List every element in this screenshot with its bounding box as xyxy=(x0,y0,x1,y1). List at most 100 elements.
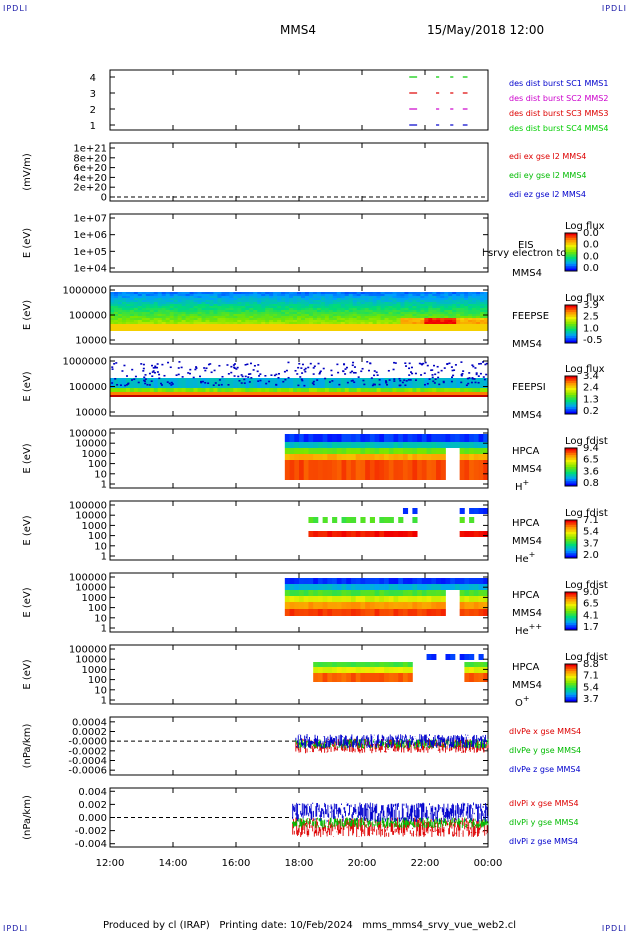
panel-6-spacecraft-label: MMS4 xyxy=(512,536,542,547)
feepse-cell xyxy=(225,318,230,321)
feepse-cell xyxy=(213,306,218,309)
feepse-cell xyxy=(133,322,139,325)
feepse-cell xyxy=(273,312,278,315)
hpca-cell xyxy=(402,667,409,673)
feepsi-speckle xyxy=(386,383,389,386)
feepse-cell xyxy=(428,310,433,313)
hpca-cell xyxy=(365,460,371,480)
feepsi-cell xyxy=(420,388,425,393)
hpca-cell xyxy=(384,662,390,667)
feepse-cell xyxy=(213,308,218,311)
feepse-cell xyxy=(237,302,242,305)
feepse-cell xyxy=(173,308,179,311)
feepse-cell xyxy=(137,314,143,317)
feepse-cell xyxy=(117,292,123,295)
feepsi-speckle xyxy=(213,369,216,372)
hpca-cell xyxy=(374,602,380,609)
feepse-cell xyxy=(320,306,326,309)
feepsi-speckle xyxy=(275,384,278,386)
feepsi-cell xyxy=(472,378,477,388)
panel-4-y-tick-label: 100000 xyxy=(69,382,107,393)
hpca-cell xyxy=(464,673,470,682)
feepse-cell xyxy=(289,316,294,319)
hpca-cell xyxy=(350,609,357,616)
hpca-cell xyxy=(379,460,385,480)
feepse-cell xyxy=(205,316,210,319)
feepse-cell xyxy=(300,322,306,325)
feepsi-speckle xyxy=(156,366,159,369)
feepse-cell xyxy=(328,296,334,299)
feepse-cell xyxy=(157,322,163,325)
hpca-cell xyxy=(341,454,347,460)
panel-5-colorbar-tick: 6.5 xyxy=(583,455,599,466)
feepse-cell xyxy=(468,296,473,299)
date-title: 15/May/2018 12:00 xyxy=(427,23,545,37)
feepse-cell xyxy=(376,312,381,315)
hpca-cell xyxy=(374,434,380,442)
feepse-cell xyxy=(476,308,481,311)
panel-4-colorbar-cell xyxy=(565,385,577,389)
feepsi-speckle xyxy=(156,363,159,365)
feepse-cell xyxy=(304,304,310,307)
feepse-cell xyxy=(221,306,226,309)
feepsi-speckle xyxy=(188,372,191,375)
hpca-cell xyxy=(336,584,342,590)
feepse-cell xyxy=(281,314,286,317)
feepse-cell xyxy=(340,294,346,297)
hpca-cell xyxy=(421,434,427,442)
feepse-cell xyxy=(436,292,441,295)
feepse-cell xyxy=(145,292,151,295)
feepsi-cell xyxy=(380,388,385,393)
feepse-cell xyxy=(189,316,194,319)
hpca-cell xyxy=(379,590,385,596)
feepse-cell xyxy=(209,320,214,323)
feepse-cell xyxy=(110,318,115,321)
feepse-cell xyxy=(436,312,441,315)
panel-4-colorbar-cell xyxy=(565,406,577,410)
hpca-cell xyxy=(350,602,357,609)
feepse-cell xyxy=(340,318,346,321)
feepse-cell xyxy=(285,296,290,299)
time-axis-label: 20:00 xyxy=(348,858,377,869)
panel-4-colorbar-cell xyxy=(565,380,577,384)
feepsi-cell xyxy=(444,378,449,388)
feepse-cell xyxy=(436,298,441,301)
hpca-cell xyxy=(469,531,475,537)
feepse-cell xyxy=(308,296,314,299)
feepse-cell xyxy=(396,308,401,311)
feepsi-speckle xyxy=(134,375,137,378)
feepsi-speckle xyxy=(414,372,417,375)
feepse-cell xyxy=(225,304,230,307)
hpca-cell xyxy=(478,442,484,448)
feepse-cell xyxy=(416,298,421,301)
feepsi-speckle xyxy=(258,375,261,377)
hpca-cell xyxy=(313,517,319,523)
hpca-cell xyxy=(341,531,347,537)
feepse-cell xyxy=(229,310,234,313)
feepsi-speckle xyxy=(378,378,381,381)
feepse-cell xyxy=(225,322,230,325)
hpca-cell xyxy=(336,609,342,616)
hpca-cell xyxy=(313,442,319,448)
feepse-cell xyxy=(149,310,155,313)
feepse-cell xyxy=(209,314,214,317)
feepse-cell xyxy=(340,306,346,309)
feepse-cell xyxy=(161,306,167,309)
time-axis-label: 00:00 xyxy=(474,858,503,869)
feepsi-speckle xyxy=(283,370,286,373)
hpca-cell xyxy=(464,442,470,448)
feepse-cell xyxy=(117,302,123,305)
feepse-cell xyxy=(444,306,449,309)
feepse-cell xyxy=(177,316,183,319)
hpca-cell xyxy=(459,434,465,442)
feepse-cell xyxy=(376,316,381,319)
feepse-cell xyxy=(201,298,206,301)
hpca-cell xyxy=(374,578,380,584)
feepse-cell xyxy=(225,298,230,301)
feepsi-speckle xyxy=(156,371,159,373)
feepse-cell xyxy=(153,300,159,303)
feepse-cell xyxy=(285,300,290,303)
feepse-cell xyxy=(480,304,485,307)
feepse-cell xyxy=(157,296,163,299)
feepse-cell xyxy=(304,300,310,303)
